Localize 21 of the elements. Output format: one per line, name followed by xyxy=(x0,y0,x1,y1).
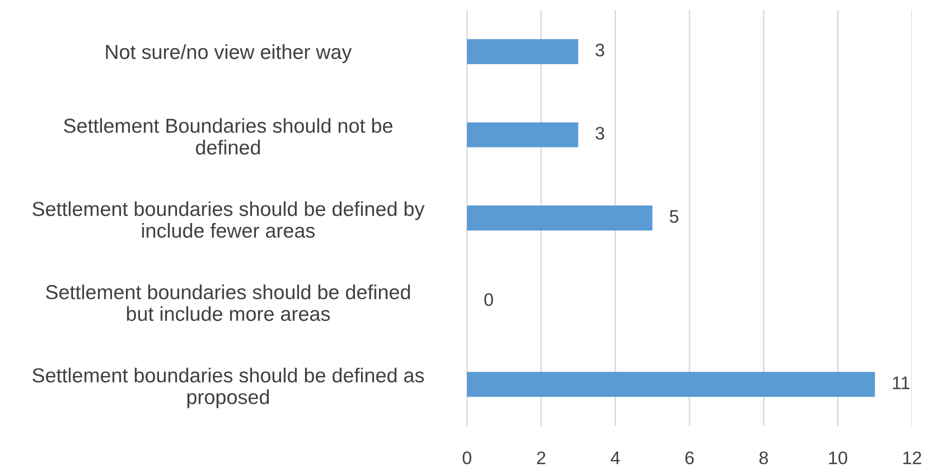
x-tick-label: 6 xyxy=(685,451,694,464)
x-tick-label: 8 xyxy=(759,451,768,464)
y-tick-label: Settlement boundaries should be defined but include more areas xyxy=(46,284,410,321)
x-tick-label: 0 xyxy=(462,451,472,464)
y-tick-label: Settlement Boundaries should not be defined xyxy=(64,118,392,155)
data-label: 3 xyxy=(596,44,604,56)
x-tick-label: 10 xyxy=(829,451,848,464)
bar xyxy=(467,122,578,148)
bar xyxy=(467,372,875,397)
y-tick-label: Settlement boundaries should be defined as proposed xyxy=(32,368,424,408)
data-label: 3 xyxy=(596,126,604,140)
x-tick-label: 4 xyxy=(610,452,620,464)
bar xyxy=(467,39,578,64)
x-tick-label: 12 xyxy=(903,451,922,464)
data-label: 11 xyxy=(892,376,910,390)
y-tick-label: Settlement boundaries should be defined by include fewer areas xyxy=(32,201,425,238)
data-label: 5 xyxy=(670,210,678,223)
data-label: 0 xyxy=(484,293,493,306)
x-tick-label: 2 xyxy=(537,451,546,464)
y-tick-label: Not sure/no view either way xyxy=(106,44,352,64)
bar xyxy=(467,206,652,230)
